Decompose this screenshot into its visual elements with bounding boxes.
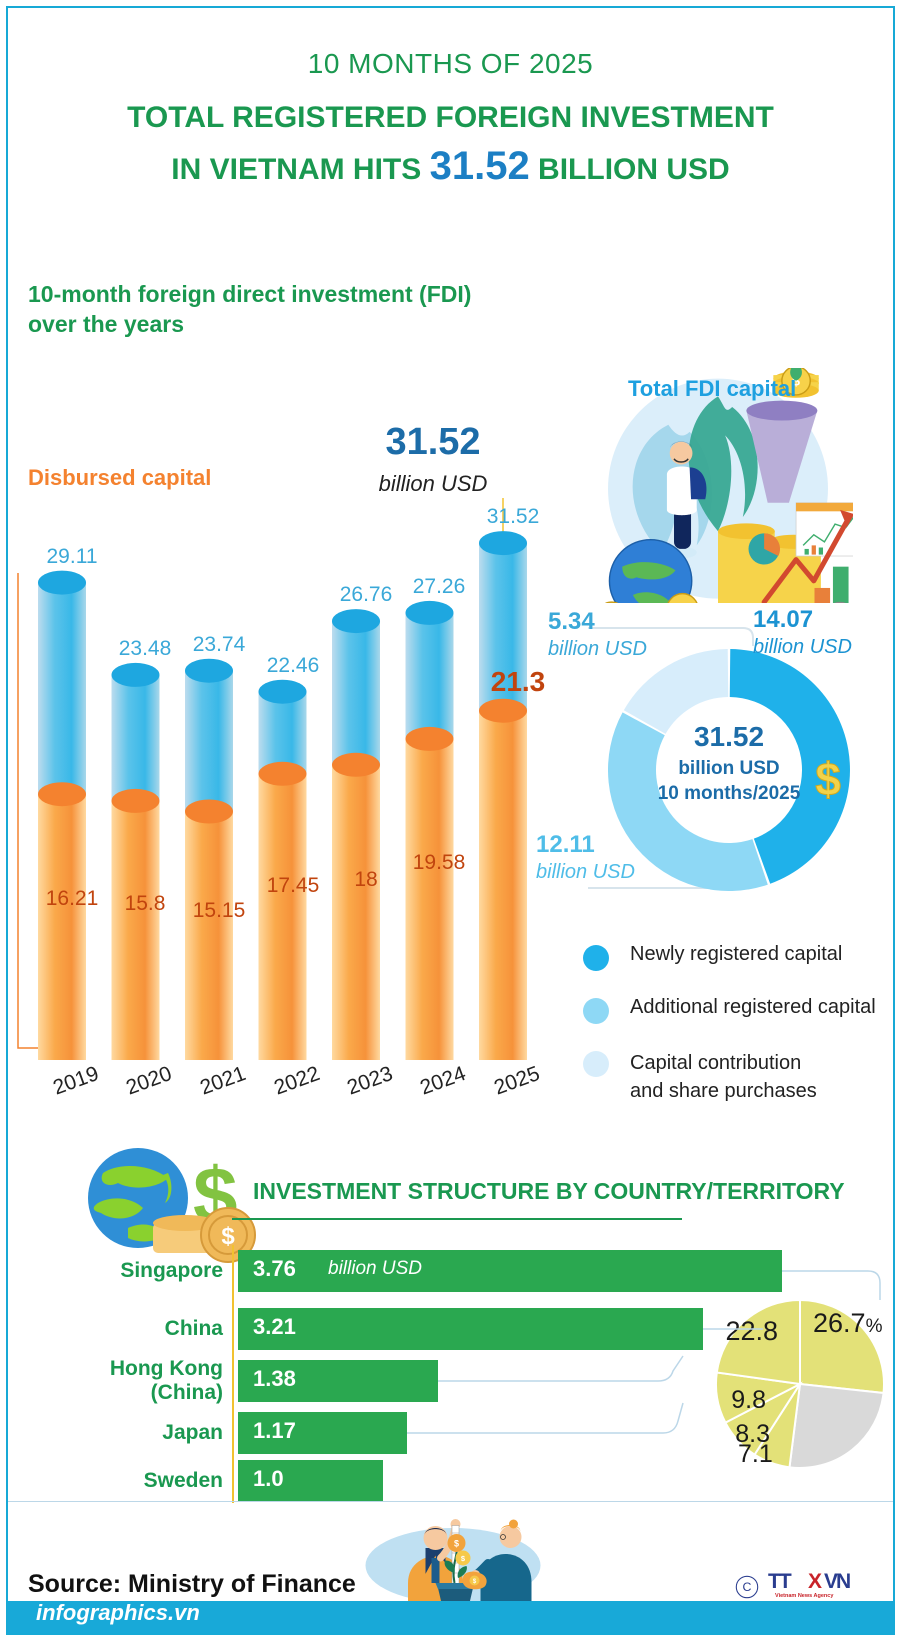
svg-text:Vietnam News Agency: Vietnam News Agency	[775, 1593, 834, 1599]
svg-text:C: C	[743, 1580, 752, 1594]
svg-text:X: X	[808, 1570, 822, 1593]
svg-text:TT: TT	[768, 1570, 792, 1593]
svg-text:$: $	[454, 1539, 459, 1549]
svg-text:$: $	[815, 753, 841, 805]
svg-text:VN: VN	[824, 1570, 850, 1593]
